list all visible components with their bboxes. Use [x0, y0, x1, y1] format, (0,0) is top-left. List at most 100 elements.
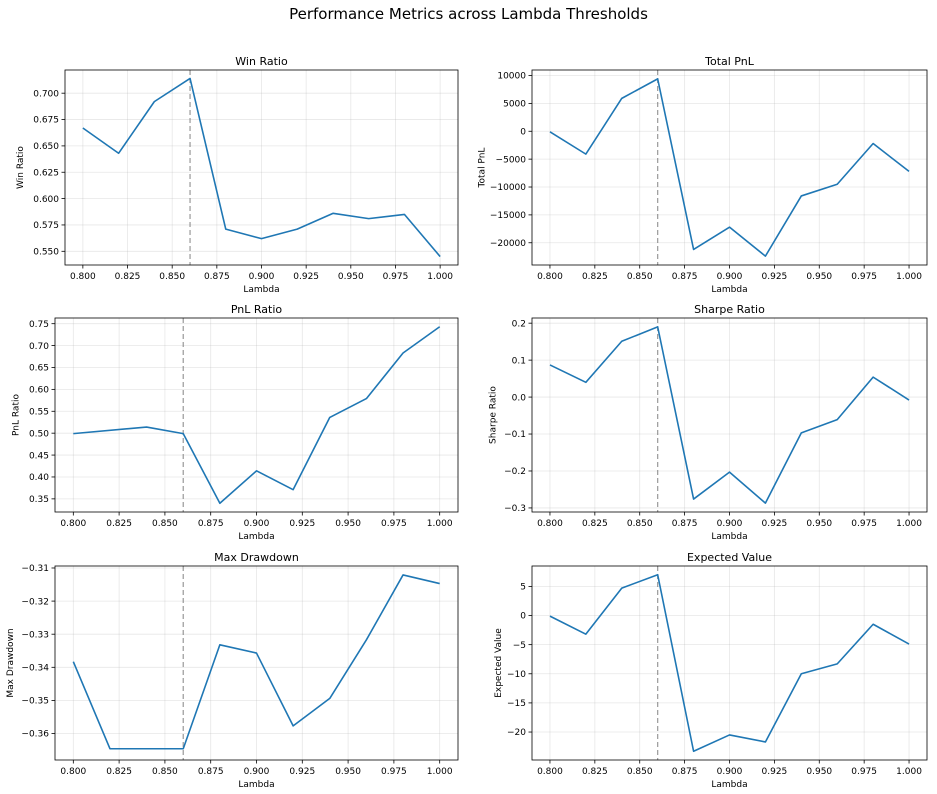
y-axis-label: Sharpe Ratio: [489, 386, 499, 444]
y-tick-label: −0.31: [21, 564, 49, 574]
y-tick-label: 0.625: [33, 168, 59, 178]
x-tick-label: 0.850: [627, 272, 653, 282]
x-tick-label: 0.900: [244, 519, 270, 529]
y-tick-label: 0.600: [33, 195, 59, 205]
y-tick-label: 0.60: [29, 386, 49, 396]
y-tick-label: −5000: [496, 155, 527, 165]
subplots: 0.800 0.825 0.850 0.875 0.900 0.925 0.950 0.975…: [6, 55, 928, 790]
y-tick-label: 10000: [497, 72, 526, 82]
series-line: [549, 78, 910, 257]
y-tick-label: −15000: [490, 211, 526, 221]
subplot-title: Max Drawdown: [214, 551, 299, 564]
x-axis-label: Lambda: [238, 532, 274, 542]
subplot-title: PnL Ratio: [231, 303, 283, 316]
x-tick-label: 0.925: [289, 519, 315, 529]
y-tick-label: −20000: [490, 239, 526, 249]
x-tick-label: 0.975: [851, 272, 877, 282]
y-tick-label: 0.75: [29, 320, 49, 330]
series-line: [549, 573, 910, 753]
x-tick-label: 1.000: [896, 767, 922, 777]
subplot-title: Expected Value: [687, 551, 772, 564]
x-tick-label: 0.800: [537, 767, 563, 777]
subplot-4: 0.800 0.825 0.850 0.875 0.900 0.925 0.950 0.975…: [489, 303, 928, 542]
y-tick-label: −10000: [490, 183, 526, 193]
y-tick-label: 0.55: [29, 407, 49, 417]
y-tick-label: 5: [520, 583, 526, 593]
x-tick-label: 0.950: [806, 767, 832, 777]
x-tick-label: 0.925: [762, 519, 788, 529]
x-tick-label: 0.800: [70, 272, 96, 282]
y-tick-label: −0.36: [21, 730, 49, 740]
x-tick-label: 0.875: [672, 767, 698, 777]
x-tick-label: 0.850: [152, 519, 178, 529]
x-tick-label: 0.975: [851, 519, 877, 529]
subplot-title: Total PnL: [704, 55, 755, 68]
series-line: [549, 326, 910, 504]
x-axis-label: Lambda: [243, 285, 279, 295]
x-tick-label: 0.900: [717, 519, 743, 529]
y-tick-label: −0.35: [21, 697, 49, 707]
y-axis-label: Expected Value: [494, 628, 504, 698]
x-tick-label: 0.975: [851, 767, 877, 777]
x-tick-label: 0.800: [60, 767, 86, 777]
subplot-2: 0.800 0.825 0.850 0.875 0.900 0.925 0.950 0.975…: [477, 55, 928, 295]
y-axis-label: Total PnL: [477, 148, 487, 189]
x-tick-label: 0.900: [717, 272, 743, 282]
x-tick-label: 0.950: [806, 519, 832, 529]
x-tick-label: 0.875: [198, 767, 224, 777]
y-tick-label: −5: [513, 641, 526, 651]
y-tick-label: 5000: [503, 100, 526, 110]
x-tick-label: 0.825: [582, 519, 608, 529]
y-axis-label: PnL Ratio: [12, 394, 22, 436]
x-tick-label: 0.800: [60, 519, 86, 529]
y-tick-label: 0.50: [29, 429, 49, 439]
x-tick-label: 0.900: [249, 272, 275, 282]
x-tick-label: 1.000: [427, 519, 453, 529]
y-axis-label: Win Ratio: [16, 146, 26, 189]
x-tick-label: 0.875: [198, 519, 224, 529]
y-tick-label: −0.33: [21, 630, 49, 640]
y-tick-label: −10: [507, 670, 526, 680]
x-tick-label: 0.975: [381, 767, 407, 777]
y-tick-label: 0.1: [512, 356, 526, 366]
y-tick-label: 0.45: [29, 451, 49, 461]
x-tick-label: 0.975: [381, 519, 407, 529]
x-tick-label: 0.850: [159, 272, 185, 282]
x-tick-label: 0.900: [717, 767, 743, 777]
y-tick-label: 0.700: [33, 89, 59, 99]
y-tick-label: 0.650: [33, 142, 59, 152]
y-tick-label: −0.1: [504, 430, 526, 440]
y-tick-label: 0.0: [512, 393, 527, 403]
x-tick-label: 1.000: [896, 519, 922, 529]
x-tick-label: 0.825: [106, 519, 132, 529]
x-tick-label: 0.900: [244, 767, 270, 777]
subplot-3: 0.800 0.825 0.850 0.875 0.900 0.925 0.950 0.975…: [12, 303, 459, 542]
x-tick-label: 0.850: [627, 519, 653, 529]
subplot-5: 0.800 0.825 0.850 0.875 0.900 0.925 0.950 0.975…: [6, 551, 459, 790]
y-tick-label: 0.40: [29, 473, 49, 483]
x-tick-label: 0.875: [204, 272, 230, 282]
x-tick-label: 0.850: [152, 767, 178, 777]
y-tick-label: 0.675: [33, 116, 59, 126]
figure-title: Performance Metrics across Lambda Thresh…: [289, 5, 648, 23]
x-tick-label: 0.825: [582, 272, 608, 282]
y-tick-label: −0.3: [504, 504, 526, 514]
subplot-1: 0.800 0.825 0.850 0.875 0.900 0.925 0.950 0.975…: [16, 55, 459, 295]
x-tick-label: 0.850: [627, 767, 653, 777]
y-tick-label: 0.65: [29, 364, 49, 374]
x-axis-label: Lambda: [711, 780, 747, 790]
y-tick-label: −0.34: [21, 664, 49, 674]
x-tick-label: 0.925: [293, 272, 319, 282]
y-tick-label: −15: [507, 699, 526, 709]
x-axis-label: Lambda: [711, 532, 747, 542]
y-tick-label: 0.70: [29, 342, 49, 352]
y-tick-label: −0.32: [21, 597, 49, 607]
y-tick-label: 0.550: [33, 247, 59, 257]
x-tick-label: 0.800: [537, 272, 563, 282]
y-tick-label: 0: [520, 612, 526, 622]
y-axis-label: Max Drawdown: [6, 628, 16, 697]
x-tick-label: 0.800: [537, 519, 563, 529]
y-tick-label: 0: [520, 127, 526, 137]
x-tick-label: 1.000: [427, 767, 453, 777]
series-line: [82, 77, 441, 258]
